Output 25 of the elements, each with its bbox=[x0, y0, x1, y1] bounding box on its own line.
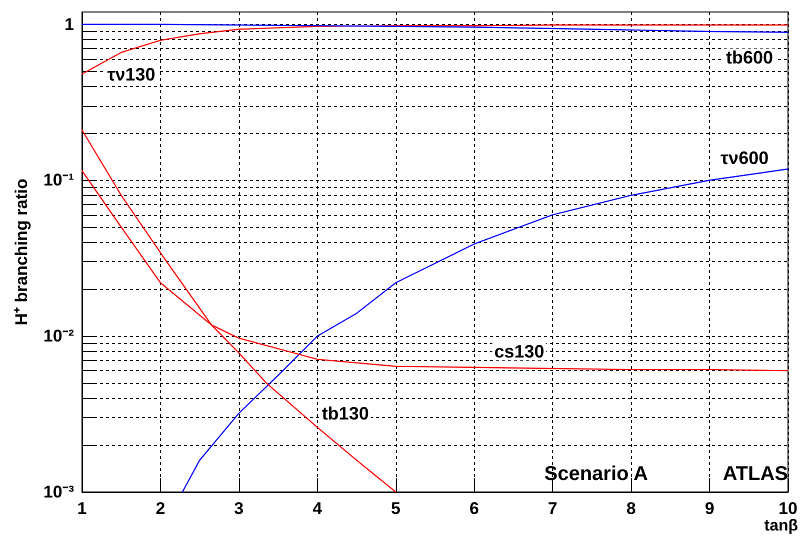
x-tick-label: 1 bbox=[77, 499, 87, 518]
y-tick-label: 10⁻³ bbox=[43, 482, 74, 502]
series-label: τν600 bbox=[720, 148, 769, 168]
x-tick-label: 8 bbox=[626, 499, 636, 518]
x-tick-label: 4 bbox=[312, 499, 323, 518]
x-tick-label: 6 bbox=[469, 499, 479, 518]
y-tick-label: 10⁻¹ bbox=[43, 170, 74, 190]
x-tick-label: 5 bbox=[391, 499, 401, 518]
series-label: tb600 bbox=[726, 47, 774, 68]
x-tick-label: 3 bbox=[234, 499, 244, 518]
x-tick-label: 7 bbox=[548, 499, 558, 518]
line-series bbox=[182, 168, 789, 493]
series-label: τν130 bbox=[107, 64, 156, 84]
y-tick-label: 1 bbox=[64, 14, 74, 34]
annotation: Scenario A bbox=[544, 463, 648, 485]
y-tick-label: 10⁻² bbox=[43, 326, 74, 346]
x-axis-title: tanβ bbox=[764, 518, 798, 534]
x-tick-label: 2 bbox=[156, 499, 166, 518]
line-series bbox=[81, 24, 789, 33]
x-tick-label: 9 bbox=[704, 499, 714, 518]
x-tick-label: 10 bbox=[778, 499, 798, 518]
y-axis-title: H⁺ branching ratio bbox=[12, 178, 31, 326]
series-label: tb130 bbox=[322, 403, 369, 424]
annotation: ATLAS bbox=[722, 463, 788, 485]
series-label: cs130 bbox=[494, 341, 544, 362]
